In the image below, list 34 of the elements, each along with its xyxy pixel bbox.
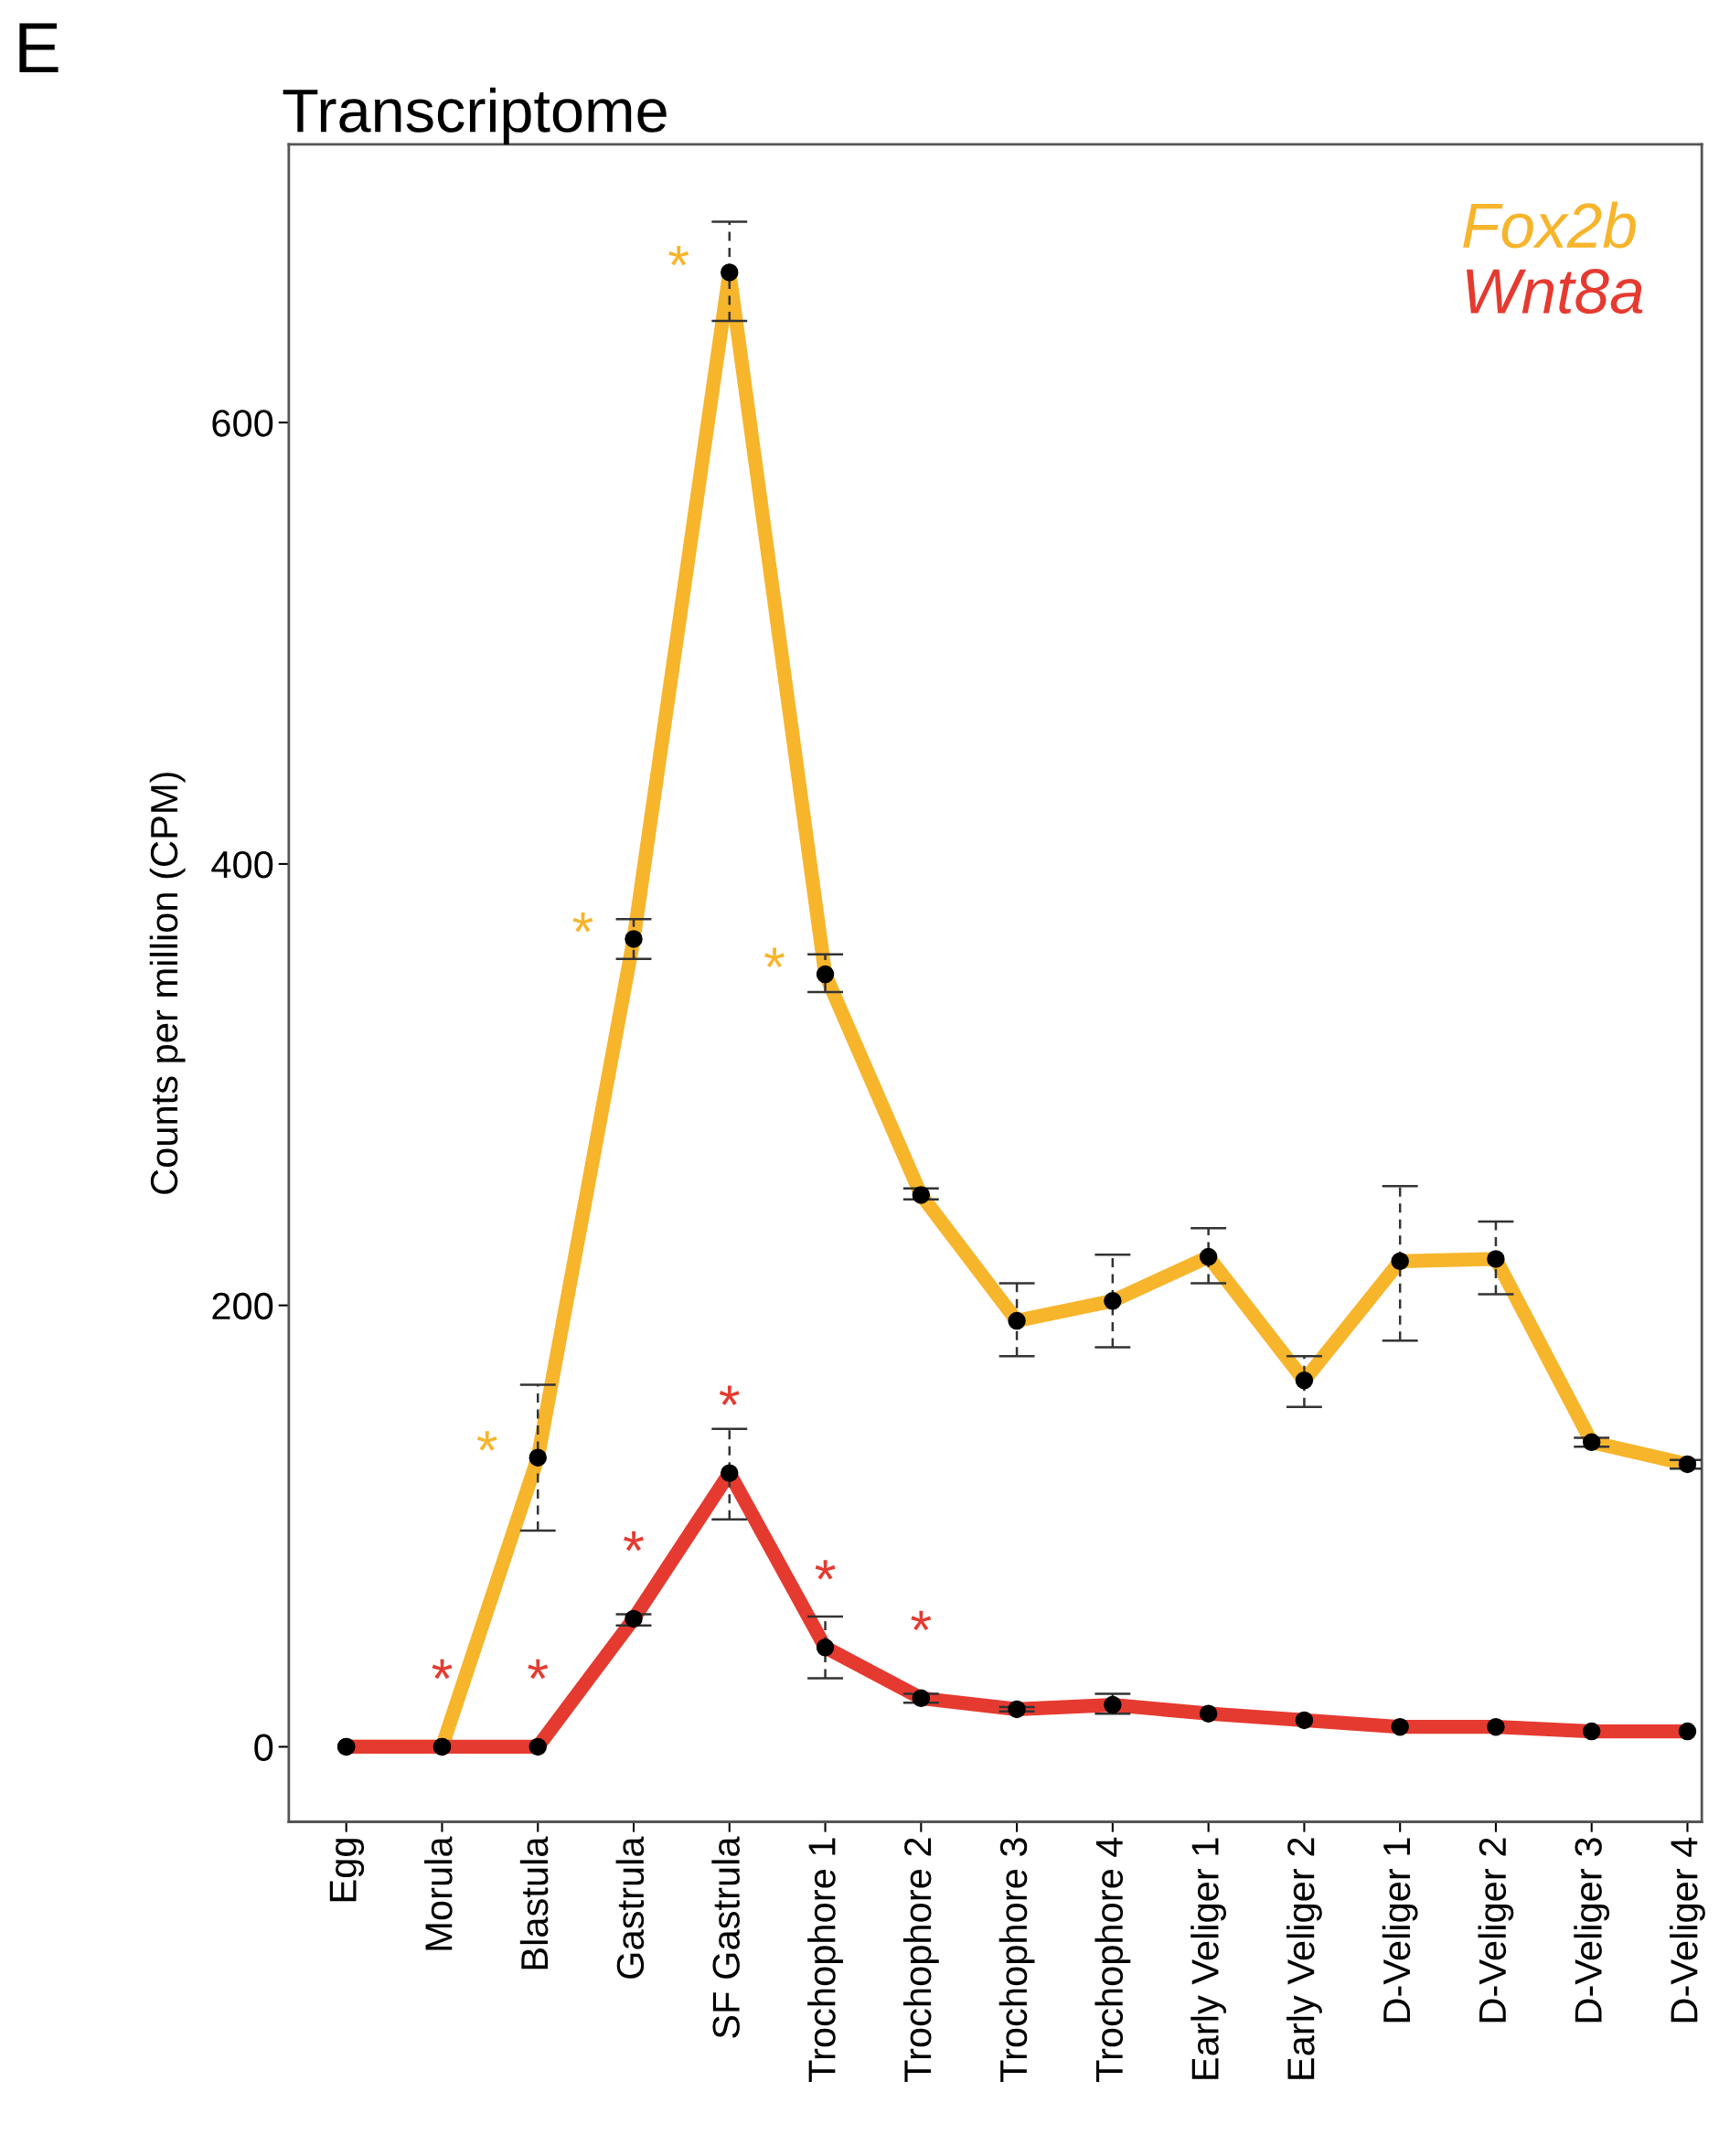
x-tick-label: Trochophore 2 [902, 1838, 939, 2082]
annotation: * [719, 1385, 740, 1405]
annotation: * [432, 1659, 453, 1680]
y-axis-title: Counts per million (CPM) [149, 773, 186, 1194]
x-tick-label: Early Veliger 1 [1190, 1838, 1227, 2079]
x-tick-label: Blastula [519, 1836, 549, 1969]
x-tick-label: Early Veliger 2 [1286, 1838, 1322, 2079]
y-tick-label: 600 [212, 410, 273, 437]
y-tick-label: 200 [212, 1292, 273, 1320]
x-tick-label: SF Gastrula [711, 1836, 740, 2038]
x-tick-label: D-Veliger 3 [1574, 1838, 1610, 2023]
x-tick-label: Egg [329, 1839, 365, 1902]
y-tick-label: 0 [254, 1734, 273, 1761]
x-tick-label: Trochophore 1 [807, 1838, 843, 2082]
x-tick-label: D-Veliger 1 [1382, 1838, 1418, 2023]
annotation: * [528, 1659, 549, 1680]
annotation: * [476, 1431, 497, 1451]
x-tick-label: Trochophore 3 [998, 1838, 1035, 2082]
annotation: * [911, 1610, 932, 1631]
annotation: * [764, 947, 785, 968]
annotation: * [815, 1560, 836, 1580]
x-tick-label: Trochophore 4 [1094, 1837, 1131, 2082]
annotation: * [624, 1531, 644, 1552]
x-tick-label: D-Veliger 4 [1670, 1837, 1705, 2023]
text: Wnt8a [1467, 269, 1643, 315]
annotation: * [668, 245, 689, 266]
x-tick-label: D-Veliger 2 [1478, 1838, 1514, 2023]
annotation: * [572, 912, 593, 933]
text: Fox2b [1463, 201, 1636, 249]
chart-title: Transcriptome [283, 87, 667, 144]
x-tick-label: Gastrula [615, 1836, 645, 1979]
x-tick-label: Morula [424, 1836, 453, 1950]
text: E [19, 23, 59, 73]
y-tick-label: 400 [211, 850, 273, 879]
